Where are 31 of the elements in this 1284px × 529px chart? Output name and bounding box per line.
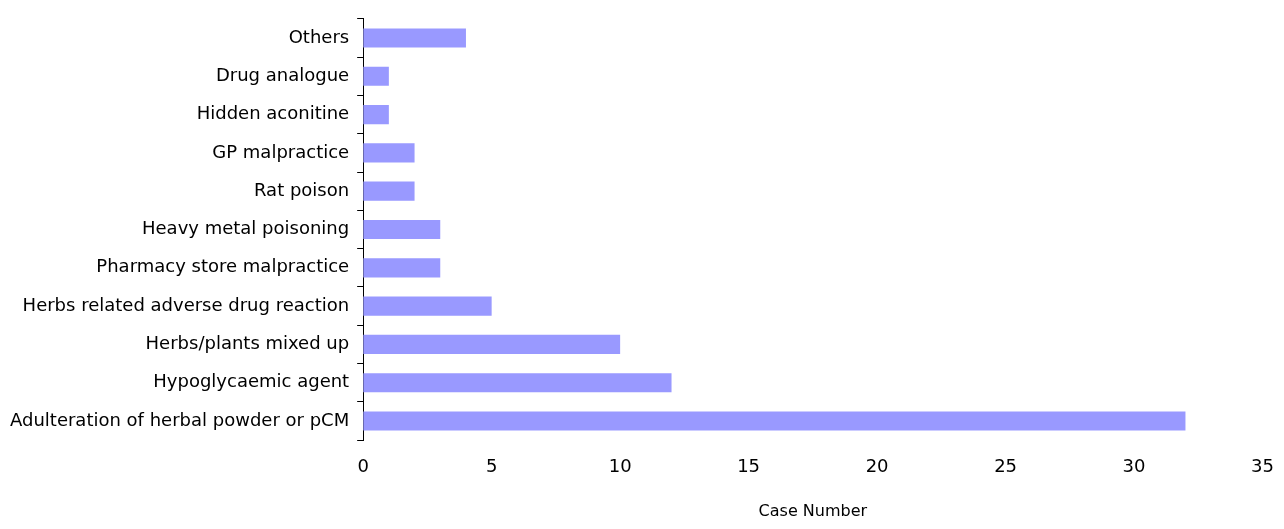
bar: [363, 219, 441, 240]
x-tick-label: 5: [485, 454, 498, 476]
bar: [363, 66, 389, 86]
x-tick-label: 10: [608, 454, 632, 476]
bar: [363, 143, 415, 163]
y-tick-label: Hidden aconitine: [196, 102, 350, 124]
y-tick-label: Hypoglycaemic agent: [153, 370, 350, 392]
bar: [363, 105, 389, 125]
x-tick-label: 20: [865, 454, 889, 476]
x-tick-label: 30: [1122, 454, 1146, 476]
y-tick-label: Herbs related adverse drug reaction: [22, 293, 350, 315]
y-tick-label: Herbs/plants mixed up: [145, 332, 350, 354]
bar: [363, 181, 415, 201]
y-tick-label: Rat poison: [254, 178, 350, 200]
bar: [363, 258, 441, 278]
y-tick-label: GP malpractice: [212, 140, 350, 162]
y-tick-label: Heavy metal poisoning: [142, 217, 350, 239]
y-tick-label: Pharmacy store malpractice: [96, 255, 350, 277]
x-tick-label: 0: [357, 454, 369, 476]
bar: [363, 28, 466, 48]
x-axis-title: Case Number: [758, 500, 868, 520]
y-tick-label: Others: [288, 25, 350, 47]
bar: [363, 334, 621, 355]
x-tick-label: 25: [994, 454, 1018, 476]
bar: [363, 411, 1186, 431]
bar: [363, 373, 672, 393]
x-tick-label: 15: [737, 454, 761, 476]
bar: [363, 296, 492, 316]
y-tick-label: Adulteration of herbal powder or pCM: [10, 408, 350, 430]
y-tick-label: Drug analogue: [215, 63, 350, 85]
x-tick-label: 35: [1251, 454, 1274, 476]
